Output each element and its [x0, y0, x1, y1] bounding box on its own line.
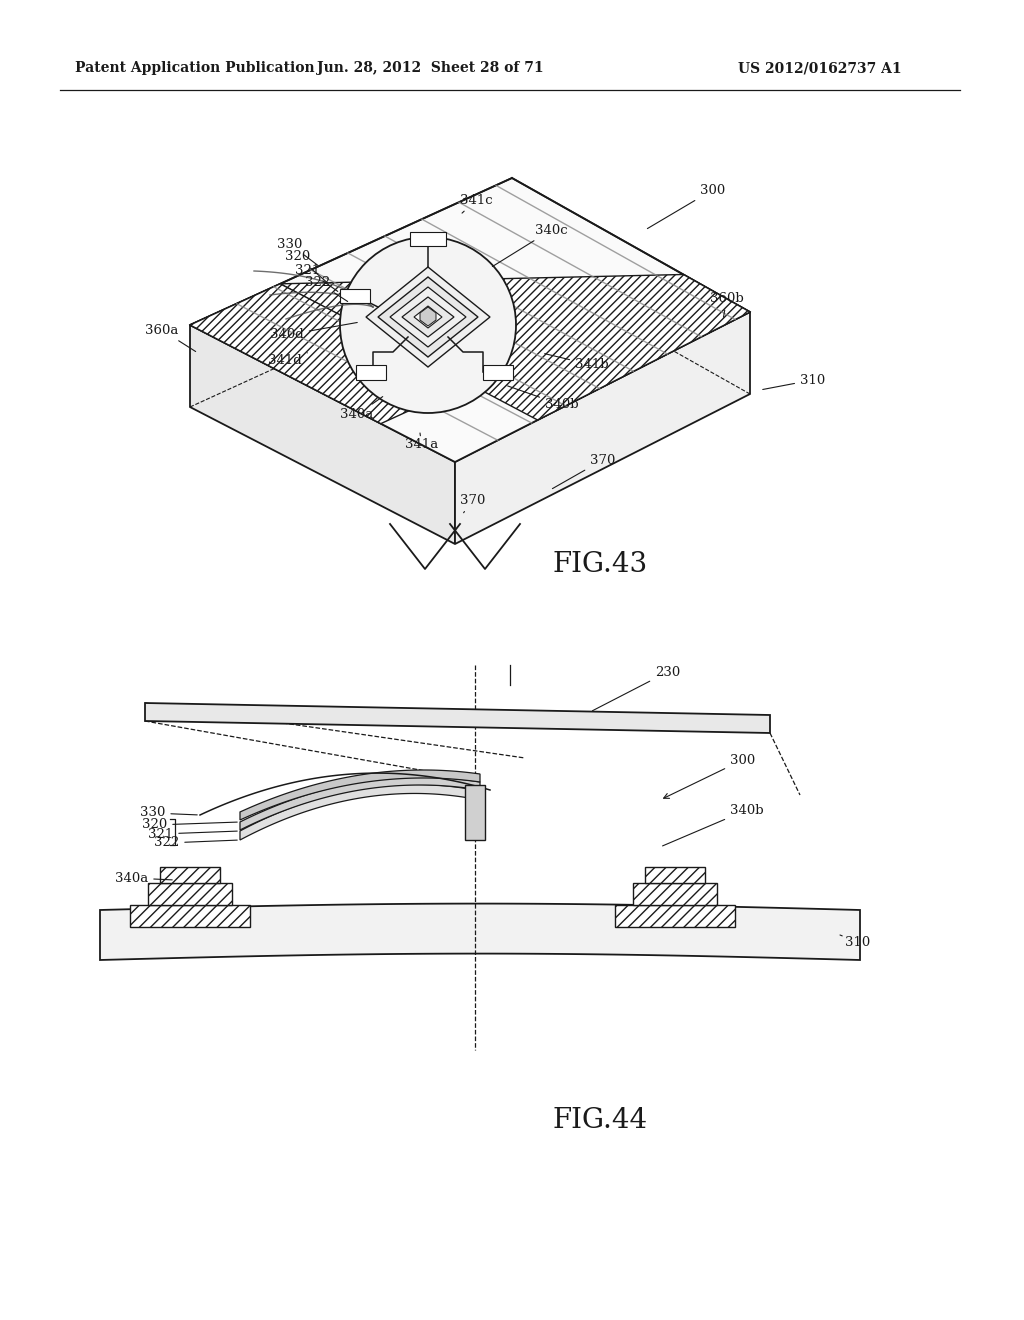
Text: 320: 320: [285, 251, 328, 284]
Text: 360a: 360a: [145, 323, 196, 351]
Text: 370: 370: [552, 454, 615, 488]
Polygon shape: [240, 777, 480, 830]
Bar: [483, 366, 513, 380]
Polygon shape: [645, 867, 705, 883]
Polygon shape: [190, 325, 455, 544]
Circle shape: [340, 238, 516, 413]
Text: 230: 230: [593, 665, 680, 710]
Text: 370: 370: [460, 494, 485, 512]
Text: 341a: 341a: [406, 433, 438, 451]
Polygon shape: [145, 704, 770, 733]
Text: FIG.43: FIG.43: [552, 552, 647, 578]
Text: 321: 321: [148, 828, 238, 841]
Text: 300: 300: [647, 183, 725, 228]
Text: 341c: 341c: [460, 194, 493, 213]
Text: 340b: 340b: [508, 385, 579, 412]
Text: 340b: 340b: [663, 804, 764, 846]
Bar: [356, 366, 386, 380]
Polygon shape: [390, 286, 466, 347]
Polygon shape: [615, 906, 735, 927]
Text: Jun. 28, 2012  Sheet 28 of 71: Jun. 28, 2012 Sheet 28 of 71: [316, 61, 544, 75]
Text: 340a: 340a: [340, 396, 383, 421]
Bar: [465, 785, 485, 840]
Polygon shape: [366, 267, 490, 367]
Text: 321: 321: [295, 264, 338, 292]
Text: 360b: 360b: [710, 292, 743, 317]
Polygon shape: [240, 784, 480, 840]
Text: 340a: 340a: [115, 871, 172, 884]
Text: 340c: 340c: [493, 223, 567, 267]
Polygon shape: [414, 306, 442, 327]
Polygon shape: [190, 178, 750, 462]
Text: Patent Application Publication: Patent Application Publication: [75, 61, 314, 75]
Polygon shape: [190, 284, 471, 424]
Bar: [410, 232, 446, 246]
Polygon shape: [148, 883, 232, 906]
Text: 300: 300: [664, 754, 756, 799]
Text: FIG.44: FIG.44: [552, 1106, 647, 1134]
Polygon shape: [420, 308, 436, 326]
Polygon shape: [402, 297, 454, 337]
Polygon shape: [240, 770, 480, 820]
Polygon shape: [160, 867, 220, 883]
Text: 330: 330: [278, 238, 317, 265]
Text: 320: 320: [142, 818, 238, 832]
Polygon shape: [455, 312, 750, 544]
Polygon shape: [281, 275, 750, 420]
Polygon shape: [130, 906, 250, 927]
Text: US 2012/0162737 A1: US 2012/0162737 A1: [738, 61, 902, 75]
Text: 340d: 340d: [270, 322, 357, 342]
Text: 310: 310: [840, 935, 870, 949]
Text: 341d: 341d: [268, 352, 307, 367]
Text: 310: 310: [763, 374, 825, 389]
Text: 330: 330: [140, 807, 198, 820]
Polygon shape: [378, 277, 478, 356]
Text: 341b: 341b: [545, 354, 608, 371]
Text: 322: 322: [154, 837, 238, 850]
Bar: [340, 289, 370, 304]
Polygon shape: [633, 883, 717, 906]
Text: 322: 322: [305, 276, 348, 301]
Polygon shape: [100, 904, 860, 960]
